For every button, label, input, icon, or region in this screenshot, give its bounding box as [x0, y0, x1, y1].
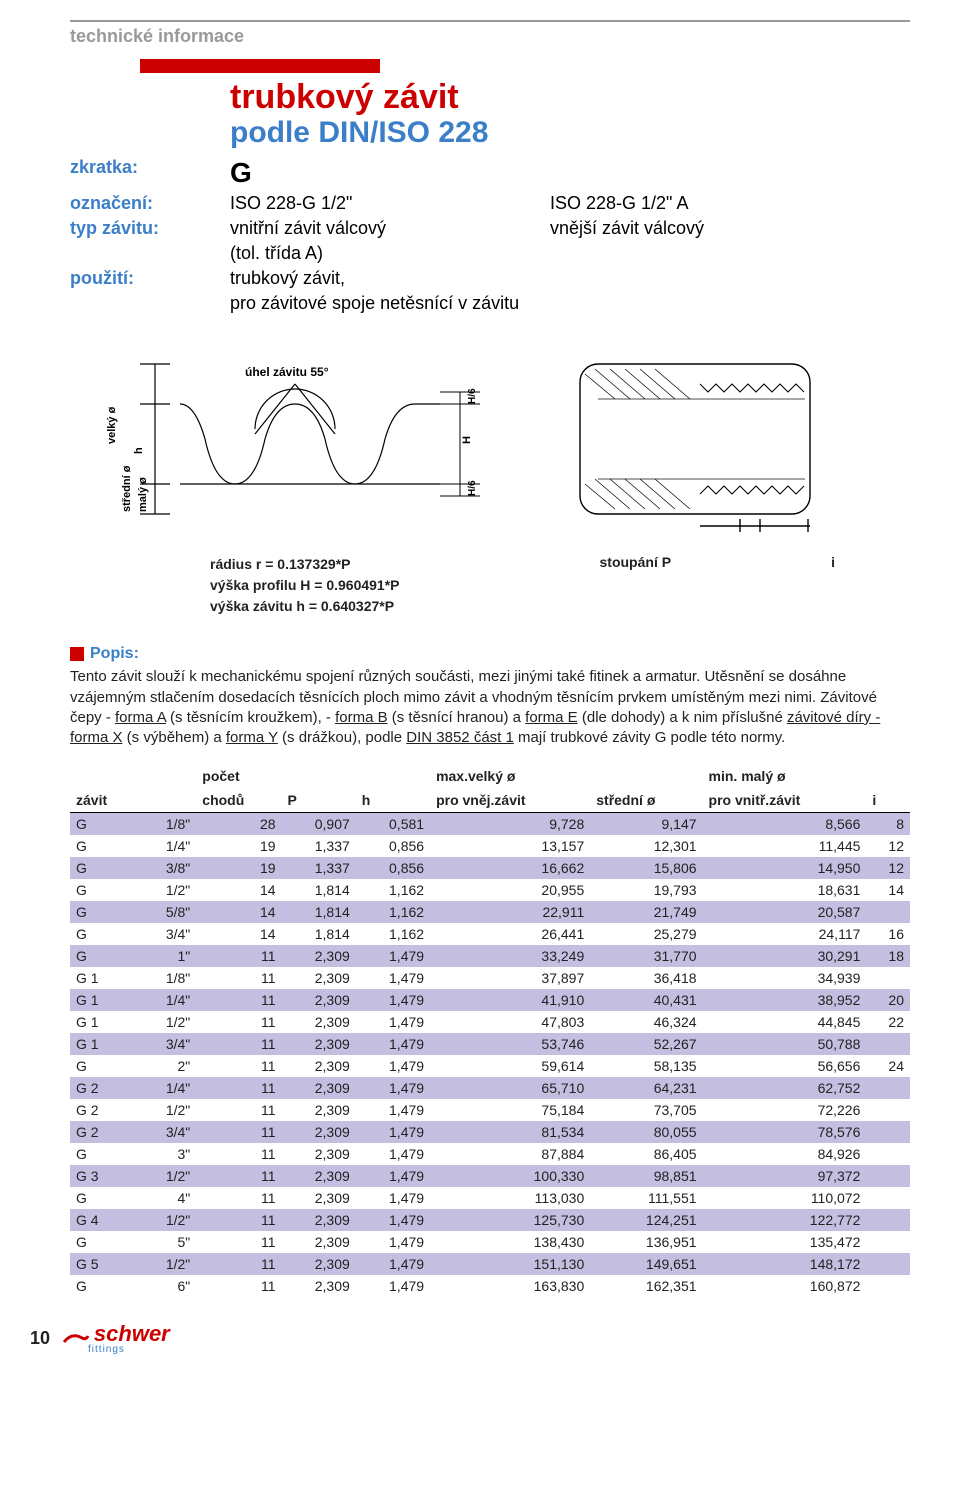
popis-heading-text: Popis: [90, 645, 139, 663]
formulas-block: rádius r = 0.137329*P výška profilu H = … [210, 554, 910, 617]
table-body: G1/8"280,9070,5819,7289,1478,5668G1/4"19… [70, 813, 910, 1298]
typ-v1: vnitřní závit válcový [230, 218, 550, 239]
diagrams-row: velký ø h střední ø malý ø úhel závitu 5… [100, 344, 910, 534]
typ-v2: vnější závit válcový [550, 218, 850, 239]
zkratka-label: zkratka: [70, 157, 230, 189]
popis-heading: Popis: [70, 645, 910, 663]
label-small-dia: malý ø [137, 477, 149, 512]
typ-note: (tol. třída A) [230, 243, 550, 264]
label-big-dia: velký ø [106, 407, 118, 445]
popis-text: Tento závit slouží k mechanickému spojen… [70, 667, 910, 748]
table-row: G 23/4"112,3091,47981,53480,05578,576 [70, 1121, 910, 1143]
pouziti-v2: pro závitové spoje netěsnící v závitu [230, 293, 850, 314]
label-H6a: H/6 [467, 388, 478, 404]
table-row: G 13/4"112,3091,47953,74652,26750,788 [70, 1033, 910, 1055]
logo-name: schwer [94, 1321, 170, 1346]
table-row: G 21/4"112,3091,47965,71064,23162,752 [70, 1077, 910, 1099]
logo-icon [62, 1328, 90, 1348]
table-row: G1"112,3091,47933,24931,77030,29118 [70, 945, 910, 967]
formula-radius: rádius r = 0.137329*P [210, 554, 400, 575]
red-bar [140, 59, 380, 73]
fitting-section-diagram [560, 344, 890, 534]
red-square-icon [70, 647, 84, 661]
table-row: G 11/4"112,3091,47941,91040,43138,95220 [70, 989, 910, 1011]
table-row: G 21/2"112,3091,47975,18473,70572,226 [70, 1099, 910, 1121]
thread-data-table: početmax.velký ømin. malý ø závitchodůPh… [70, 764, 910, 1297]
pouziti-label: použití: [70, 268, 230, 289]
sub-title: podle DIN/ISO 228 [230, 116, 910, 149]
section-title: technické informace [70, 26, 910, 47]
header-rule [70, 20, 910, 22]
page-number: 10 [30, 1328, 50, 1349]
table-row: G 11/2"112,3091,47947,80346,32444,84522 [70, 1011, 910, 1033]
table-row: G3"112,3091,47987,88486,40584,926 [70, 1143, 910, 1165]
zkratka-value: G [230, 157, 550, 189]
table-header-lower: závitchodůPhpro vněj.závitstřední øpro v… [70, 788, 910, 813]
table-row: G 31/2"112,3091,479100,33098,85197,372 [70, 1165, 910, 1187]
table-header-upper: početmax.velký ømin. malý ø [70, 764, 910, 788]
table-row: G 41/2"112,3091,479125,730124,251122,772 [70, 1209, 910, 1231]
table-row: G5"112,3091,479138,430136,951135,472 [70, 1231, 910, 1253]
oznaceni-v2: ISO 228-G 1/2" A [550, 193, 850, 214]
definitions: zkratka: G označení: ISO 228-G 1/2" ISO … [70, 157, 910, 314]
oznaceni-label: označení: [70, 193, 230, 214]
brand-logo: schwer fittings [62, 1321, 170, 1354]
formula-profile: výška profilu H = 0.960491*P [210, 575, 400, 596]
table-row: G5/8"141,8141,16222,91121,74920,587 [70, 901, 910, 923]
table-row: G 51/2"112,3091,479151,130149,651148,172 [70, 1253, 910, 1275]
title-block: trubkový závit podle DIN/ISO 228 [230, 59, 910, 149]
table-row: G3/8"191,3370,85616,66215,80614,95012 [70, 857, 910, 879]
table-row: G4"112,3091,479113,030111,551110,072 [70, 1187, 910, 1209]
table-row: G6"112,3091,479163,830162,351160,872 [70, 1275, 910, 1297]
table-row: G1/8"280,9070,5819,7289,1478,5668 [70, 813, 910, 836]
formula-thread: výška závitu h = 0.640327*P [210, 596, 400, 617]
table-row: G1/4"191,3370,85613,15712,30111,44512 [70, 835, 910, 857]
table-row: G1/2"141,8141,16220,95519,79318,63114 [70, 879, 910, 901]
thread-profile-diagram: velký ø h střední ø malý ø úhel závitu 5… [100, 344, 500, 534]
oznaceni-v1: ISO 228-G 1/2" [230, 193, 550, 214]
page-footer: 10 schwer fittings [30, 1321, 910, 1354]
label-pitch: stoupání P [600, 554, 672, 617]
typ-label: typ závitu: [70, 218, 230, 239]
label-mid-dia: střední ø [121, 466, 133, 513]
label-i: i [831, 554, 835, 617]
label-angle: úhel závitu 55° [245, 365, 329, 379]
label-H6b: H/6 [467, 480, 478, 496]
table-row: G2"112,3091,47959,61458,13556,65624 [70, 1055, 910, 1077]
main-title: trubkový závit [230, 79, 910, 116]
label-h: h [133, 447, 145, 454]
table-row: G 11/8"112,3091,47937,89736,41834,939 [70, 967, 910, 989]
table-row: G3/4"141,8141,16226,44125,27924,11716 [70, 923, 910, 945]
label-H: H [461, 436, 473, 444]
pouziti-v1: trubkový závit, [230, 268, 550, 289]
